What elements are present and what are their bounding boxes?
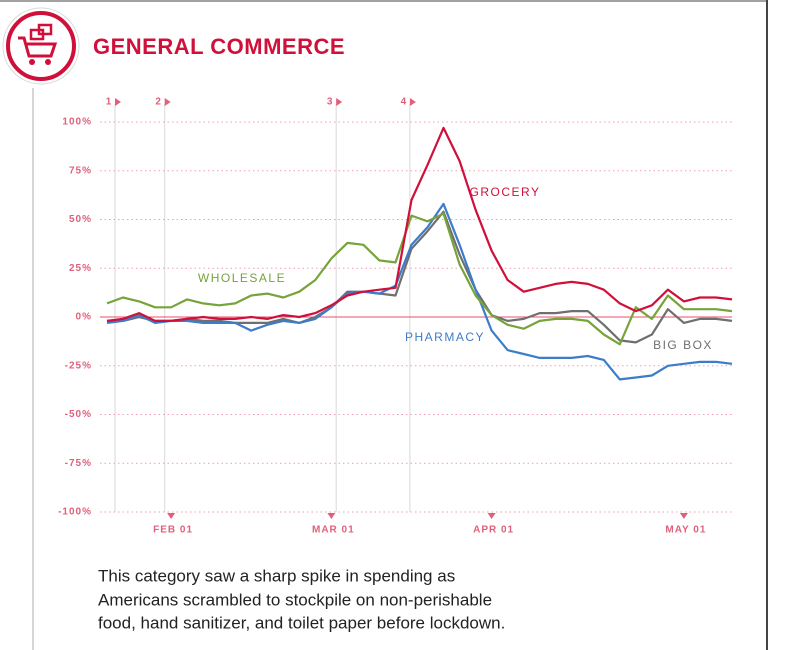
x-tick-label: FEB 01: [153, 525, 193, 536]
y-tick-label: -75%: [65, 458, 92, 469]
y-tick-label: 75%: [69, 165, 92, 176]
x-tick-label: MAY 01: [665, 525, 706, 536]
y-tick-label: 25%: [69, 263, 92, 274]
category-icon: [2, 7, 80, 85]
y-tick-label: 100%: [62, 117, 92, 128]
event-label: 3: [327, 97, 334, 108]
event-flag: [115, 98, 122, 106]
y-tick-label: 50%: [69, 214, 92, 225]
y-tick-label: -25%: [65, 360, 92, 371]
x-tick-label: APR 01: [473, 525, 514, 536]
event-label: 1: [106, 97, 113, 108]
series-label: BIG BOX: [653, 338, 713, 352]
series-label: GROCERY: [470, 185, 541, 199]
series-line: [107, 210, 733, 344]
x-tick-mark: [487, 513, 496, 519]
event-label: 2: [155, 97, 162, 108]
event-flag: [409, 98, 416, 106]
caption-line: food, hand sanitizer, and toilet paper b…: [98, 613, 505, 632]
y-tick-label: -100%: [58, 507, 92, 518]
event-flag: [336, 98, 343, 106]
caption-line: This category saw a sharp spike in spend…: [98, 566, 455, 585]
y-tick-label: 0%: [76, 312, 92, 323]
series-line: [106, 126, 733, 322]
event-label: 4: [401, 97, 408, 108]
y-tick-label: -50%: [65, 409, 92, 420]
series-label: PHARMACY: [405, 330, 485, 344]
x-tick-label: MAR 01: [312, 525, 355, 536]
x-tick-mark: [679, 513, 688, 519]
series-label: WHOLESALE: [198, 271, 286, 285]
series-line: [106, 212, 733, 346]
caption-line: Americans scrambled to stockpile on non-…: [98, 590, 492, 609]
x-tick-mark: [327, 513, 336, 519]
series-line: [106, 202, 733, 381]
chart-title: GENERAL COMMERCE: [93, 34, 345, 59]
event-flag: [164, 98, 171, 106]
x-tick-mark: [167, 513, 176, 519]
